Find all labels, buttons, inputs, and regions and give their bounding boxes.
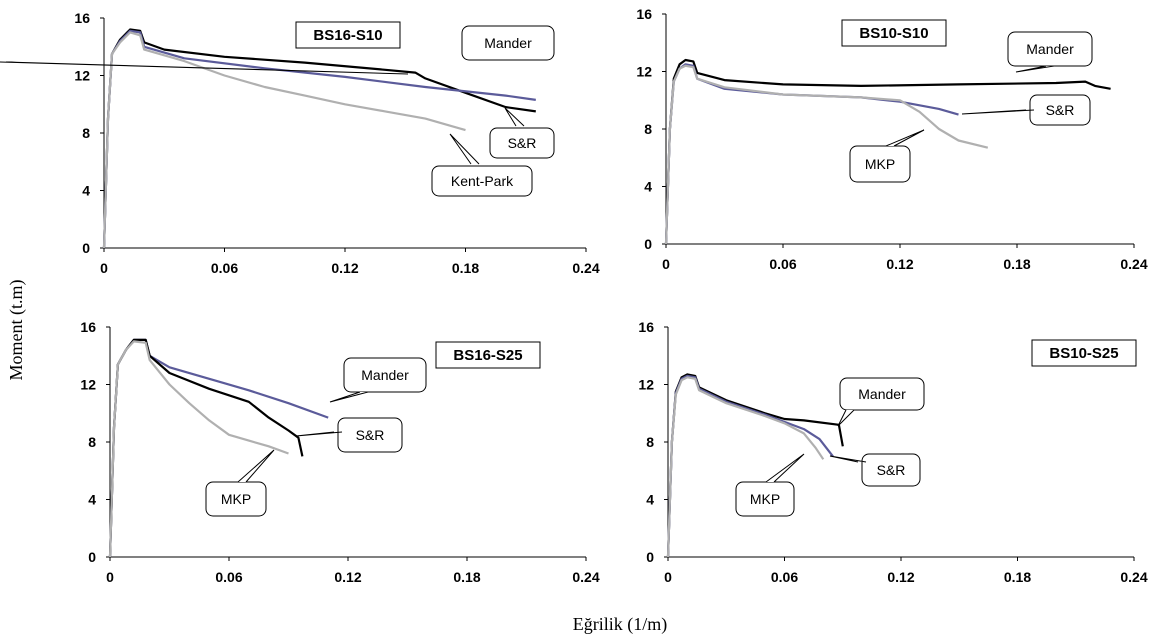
- y-tick-label: 4: [644, 179, 652, 195]
- y-tick-label: 4: [646, 492, 654, 508]
- series-line-mander: [664, 58, 1111, 245]
- chart-bs16-s10: 0 4 8 12 16 0 0.06 0.12 0.18 0.24 BS16-S10 Mander S&…: [0, 10, 600, 276]
- x-tick-label: 0.18: [453, 569, 480, 585]
- x-tick-label: 0: [664, 569, 672, 585]
- callout-box: [431, 165, 533, 197]
- x-tick-label: 0.06: [771, 569, 798, 585]
- x-tick-label: 0: [662, 256, 670, 272]
- callout-pointer: [295, 431, 343, 437]
- chart-bs10-s25: 0 4 8 12 16 0 0.06 0.12 0.18 0.24 BS10-S25 Mander S&…: [638, 319, 1147, 585]
- y-tick-label: 8: [646, 434, 654, 450]
- panel-title-box: [295, 21, 401, 49]
- y-tick-label: 12: [638, 377, 654, 393]
- callout-pointer: [1015, 65, 1055, 73]
- x-tick-label: 0.18: [452, 260, 479, 276]
- x-tick-label: 0.24: [1120, 256, 1147, 272]
- chart-bs16-s25: 0 4 8 12 16 0 0.06 0.12 0.18 0.24 BS16-S25 Mander S&…: [80, 319, 599, 585]
- series-line-kent-park: [102, 31, 466, 249]
- x-tick-label: 0.24: [1120, 569, 1147, 585]
- y-tick-label: 12: [636, 64, 652, 80]
- callout-label: S&R: [877, 462, 906, 478]
- y-tick-label: 8: [644, 121, 652, 137]
- chart-bs10-s10: 0 4 8 12 16 0 0.06 0.12 0.18 0.24 BS10-S10 Mander S&…: [636, 6, 1147, 272]
- x-tick-label: 0.06: [769, 256, 796, 272]
- series-line-s-r: [666, 374, 834, 558]
- y-tick-label: 8: [88, 434, 96, 450]
- callout-pointer: [837, 409, 855, 427]
- callout-label: MKP: [221, 491, 251, 507]
- panel-title: BS10-S10: [859, 25, 928, 42]
- callout-box: [337, 417, 403, 453]
- y-tick-label: 4: [82, 183, 90, 199]
- series-line-s-r: [664, 63, 959, 245]
- callout-label: Kent-Park: [451, 173, 514, 189]
- callout-pointer: [829, 455, 867, 463]
- callout-label: S&R: [356, 427, 385, 443]
- y-tick-label: 16: [74, 10, 90, 26]
- y-tick-label: 0: [646, 549, 654, 565]
- y-tick-label: 0: [88, 549, 96, 565]
- series-line-mkp: [664, 64, 989, 245]
- callout-label: S&R: [508, 135, 537, 151]
- y-tick-label: 0: [82, 240, 90, 256]
- callout-label: Mander: [858, 386, 906, 402]
- callout-label: Mander: [1026, 41, 1074, 57]
- panel-title: BS10-S25: [1049, 345, 1118, 362]
- x-tick-label: 0.12: [331, 260, 358, 276]
- callout-label: Mander: [484, 35, 532, 51]
- x-tick-label: 0: [100, 260, 108, 276]
- y-tick-label: 16: [80, 319, 96, 335]
- x-tick-label: 0.06: [215, 569, 242, 585]
- panel-title-box: [841, 19, 947, 47]
- panel-title: BS16-S10: [313, 27, 382, 44]
- callout-pointer: [961, 109, 1035, 115]
- panel-title-box: [435, 341, 541, 369]
- series-line-mander: [666, 373, 844, 558]
- x-tick-label: 0.24: [572, 260, 599, 276]
- series-line-mander: [102, 28, 536, 249]
- callout-box: [461, 25, 555, 61]
- x-tick-label: 0: [106, 569, 114, 585]
- y-tick-label: 12: [80, 377, 96, 393]
- x-axis-title: Eğrilik (1/m): [573, 614, 667, 635]
- callout-box: [735, 481, 795, 517]
- callout-pointer: [765, 453, 805, 483]
- callout-box: [489, 127, 555, 159]
- series-line-mkp: [108, 340, 289, 558]
- x-tick-label: 0.18: [1004, 569, 1031, 585]
- callout-box: [343, 357, 427, 393]
- callout-pointer: [504, 107, 525, 127]
- y-tick-label: 8: [82, 125, 90, 141]
- callout-box: [849, 145, 911, 183]
- callout-label: MKP: [750, 491, 780, 507]
- callout-pointer: [329, 391, 369, 403]
- x-tick-label: 0.18: [1003, 256, 1030, 272]
- callout-label: Mander: [361, 367, 409, 383]
- y-tick-label: 16: [638, 319, 654, 335]
- callout-label: MKP: [865, 156, 895, 172]
- x-tick-label: 0.24: [572, 569, 599, 585]
- panel-title: BS16-S25: [453, 347, 522, 364]
- panel-title-box: [1031, 339, 1137, 367]
- callout-pointer: [0, 61, 409, 75]
- y-axis-title: Moment (t.m): [6, 280, 27, 381]
- callout-pointer: [449, 133, 480, 165]
- series-line-mkp: [666, 376, 825, 558]
- x-tick-label: 0.12: [886, 256, 913, 272]
- series-line-mander: [108, 338, 329, 558]
- y-tick-label: 0: [644, 236, 652, 252]
- callout-pointer: [237, 449, 275, 483]
- x-tick-label: 0.06: [211, 260, 238, 276]
- y-tick-label: 16: [636, 6, 652, 22]
- x-tick-label: 0.12: [334, 569, 361, 585]
- callout-box: [205, 481, 267, 517]
- y-tick-label: 12: [74, 68, 90, 84]
- callout-pointer: [885, 129, 925, 147]
- x-tick-label: 0.12: [887, 569, 914, 585]
- callout-label: S&R: [1046, 102, 1075, 118]
- callout-box: [839, 377, 925, 411]
- callout-box: [861, 453, 921, 487]
- y-tick-label: 4: [88, 492, 96, 508]
